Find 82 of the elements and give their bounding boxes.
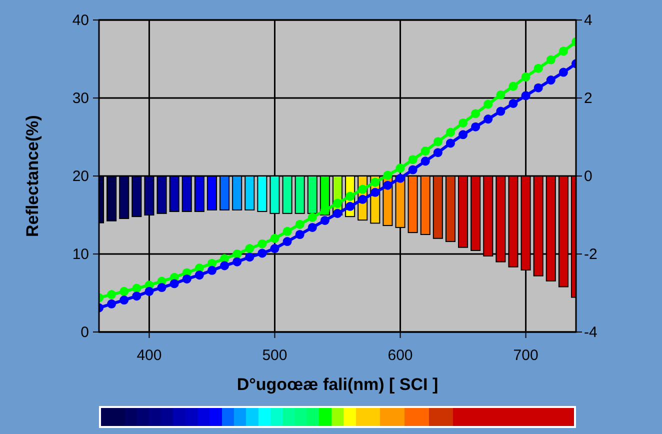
- point: [332, 198, 342, 208]
- point: [120, 296, 129, 305]
- point: [132, 284, 142, 293]
- point: [320, 216, 330, 225]
- point: [484, 114, 493, 124]
- y-tick-label: 10: [72, 246, 89, 263]
- point: [220, 261, 230, 270]
- y-tick-label: 30: [72, 90, 89, 107]
- point: [546, 55, 556, 64]
- point: [332, 208, 342, 218]
- point: [245, 244, 254, 254]
- point: [471, 109, 480, 118]
- point: [496, 90, 506, 100]
- point: [534, 64, 543, 73]
- point: [508, 98, 518, 108]
- point: [295, 230, 304, 240]
- point: [458, 130, 468, 140]
- point: [308, 212, 317, 222]
- point: [270, 234, 280, 243]
- point: [358, 194, 368, 204]
- point: [346, 192, 355, 201]
- y-tick-label: 0: [80, 324, 89, 341]
- x-tick-label: 500: [262, 347, 288, 364]
- point: [120, 286, 129, 296]
- point: [270, 244, 280, 254]
- y-tick-label: 40: [72, 12, 89, 29]
- point: [157, 283, 166, 292]
- y2-tick-label: -2: [584, 246, 598, 263]
- point: [358, 184, 368, 194]
- point: [408, 155, 418, 164]
- point: [458, 118, 468, 128]
- point: [471, 122, 480, 132]
- point: [107, 299, 116, 308]
- x-tick-label: 400: [136, 347, 162, 364]
- y2-tick-label: 0: [584, 168, 592, 185]
- x-tick-label: 700: [513, 347, 538, 364]
- point: [420, 146, 430, 156]
- point: [370, 188, 380, 197]
- point: [446, 138, 455, 148]
- point: [282, 237, 292, 246]
- point: [282, 226, 292, 236]
- point: [132, 292, 142, 301]
- point: [346, 202, 355, 211]
- point: [207, 266, 216, 275]
- y-axis-title: Reflectance(%): [23, 115, 42, 237]
- x-axis-title: D°ugoœæ fali(nm) [ SCI ]: [236, 375, 438, 394]
- point: [383, 170, 392, 180]
- y-tick-label: 20: [72, 168, 89, 185]
- y2-tick-label: 4: [584, 12, 592, 29]
- point: [245, 252, 254, 262]
- point: [433, 137, 442, 146]
- point: [420, 156, 430, 166]
- y2-tick-label: 2: [584, 90, 592, 107]
- point: [396, 174, 405, 183]
- point: [295, 220, 304, 229]
- point: [521, 91, 530, 100]
- point: [558, 68, 568, 77]
- point: [170, 279, 179, 288]
- point: [396, 164, 405, 173]
- y2-tick-label: -4: [584, 324, 598, 341]
- point: [182, 274, 192, 284]
- point: [534, 83, 543, 92]
- point: [232, 249, 242, 259]
- point: [408, 165, 418, 174]
- point: [383, 180, 392, 190]
- point: [546, 76, 556, 85]
- point: [433, 148, 442, 158]
- point: [194, 270, 204, 280]
- point: [308, 222, 317, 232]
- point: [558, 46, 568, 56]
- point: [484, 100, 493, 109]
- point: [521, 72, 530, 82]
- point: [508, 82, 518, 91]
- point: [258, 248, 267, 258]
- point: [496, 106, 506, 116]
- point: [144, 286, 154, 296]
- point: [258, 239, 267, 248]
- point: [446, 128, 455, 137]
- point: [107, 290, 116, 300]
- x-tick-label: 600: [388, 347, 413, 364]
- point: [370, 178, 380, 187]
- point: [232, 257, 242, 266]
